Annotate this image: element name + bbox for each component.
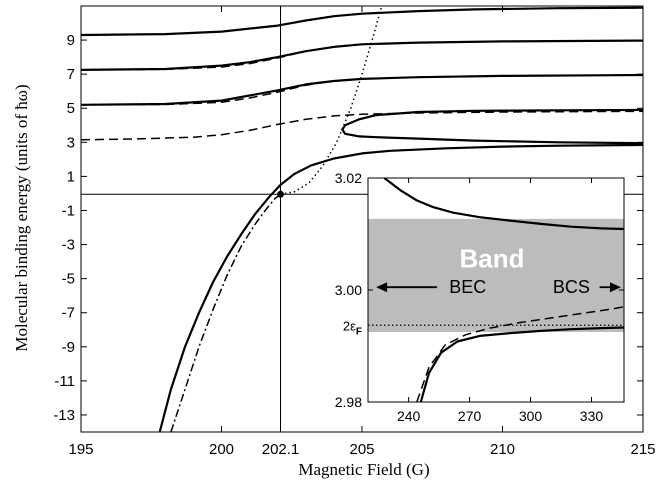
x-tick-label: 215 xyxy=(630,441,655,458)
y-tick-label: 9 xyxy=(67,32,75,49)
main-series-dashed-4 xyxy=(81,74,643,106)
y-tick-label: -1 xyxy=(62,202,75,219)
bcs-arrow-head xyxy=(609,282,621,293)
main-series-dashed-5 xyxy=(81,110,643,141)
inset-x-tick-label: 300 xyxy=(519,408,543,424)
inset-series-dashed-2 xyxy=(416,306,624,402)
y-tick-label: -11 xyxy=(54,373,75,390)
y-tick-label: 3 xyxy=(67,134,75,151)
band-label: Band xyxy=(460,243,525,273)
inset-x-tick-label: 330 xyxy=(580,408,604,424)
main-series-dashdot-8 xyxy=(170,193,281,432)
main-series-group xyxy=(81,6,643,432)
inset-y-top-label: 3.02 xyxy=(335,170,362,186)
fermi-energy-label: 2εF xyxy=(343,318,362,337)
inset-series-group xyxy=(383,178,624,402)
inset-y-tick-label: 3.00 xyxy=(335,282,362,298)
inset-x-tick-label: 240 xyxy=(397,408,421,424)
y-tick-label: -5 xyxy=(62,271,75,288)
main-series-dotted-9 xyxy=(280,6,383,196)
inset-series-solid-1 xyxy=(419,326,624,402)
bcs-label: BCS xyxy=(553,277,590,297)
fermi-energy-subscript: F xyxy=(356,326,362,337)
main-series-dashed-2 xyxy=(81,39,643,71)
binding-point-marker xyxy=(277,190,285,198)
y-axis-label: Molecular binding energy (units of ħω) xyxy=(12,84,31,351)
main-plot: 195 200 202.1 205 210 215 9 7 5 3 1 -1 -3 -5 -7 -9 -11 -1… xyxy=(53,5,656,458)
band-region xyxy=(368,218,624,332)
main-series-solid-6 xyxy=(341,108,643,145)
x-tick-label: 205 xyxy=(349,441,374,458)
inset-plot: Band 2εF BEC BCS 240 270 300 330 3.00 2.98 3.02 xyxy=(335,170,625,424)
bec-arrow-head xyxy=(376,282,388,293)
inset-x-tick-label: 270 xyxy=(458,408,482,424)
y-tick-label: 1 xyxy=(67,168,75,185)
x-tick-label: 200 xyxy=(209,441,234,458)
y-tick-label: 5 xyxy=(67,100,75,117)
x-axis-label: Magnetic Field (G) xyxy=(298,460,429,479)
inset-series-solid-0 xyxy=(383,178,624,231)
x-tick-label: 210 xyxy=(490,441,515,458)
y-tick-label: -9 xyxy=(62,339,75,356)
y-tick-label: 7 xyxy=(67,66,75,83)
bec-label: BEC xyxy=(449,277,486,297)
y-tick-label: -13 xyxy=(53,407,75,424)
inset-y-tick-label: 2.98 xyxy=(335,394,362,410)
main-series-solid-7 xyxy=(158,143,643,432)
x-tick-label: 202.1 xyxy=(262,441,300,458)
x-tick-label: 195 xyxy=(68,441,93,458)
y-tick-label: -3 xyxy=(62,237,75,254)
y-tick-label: -7 xyxy=(62,305,75,322)
